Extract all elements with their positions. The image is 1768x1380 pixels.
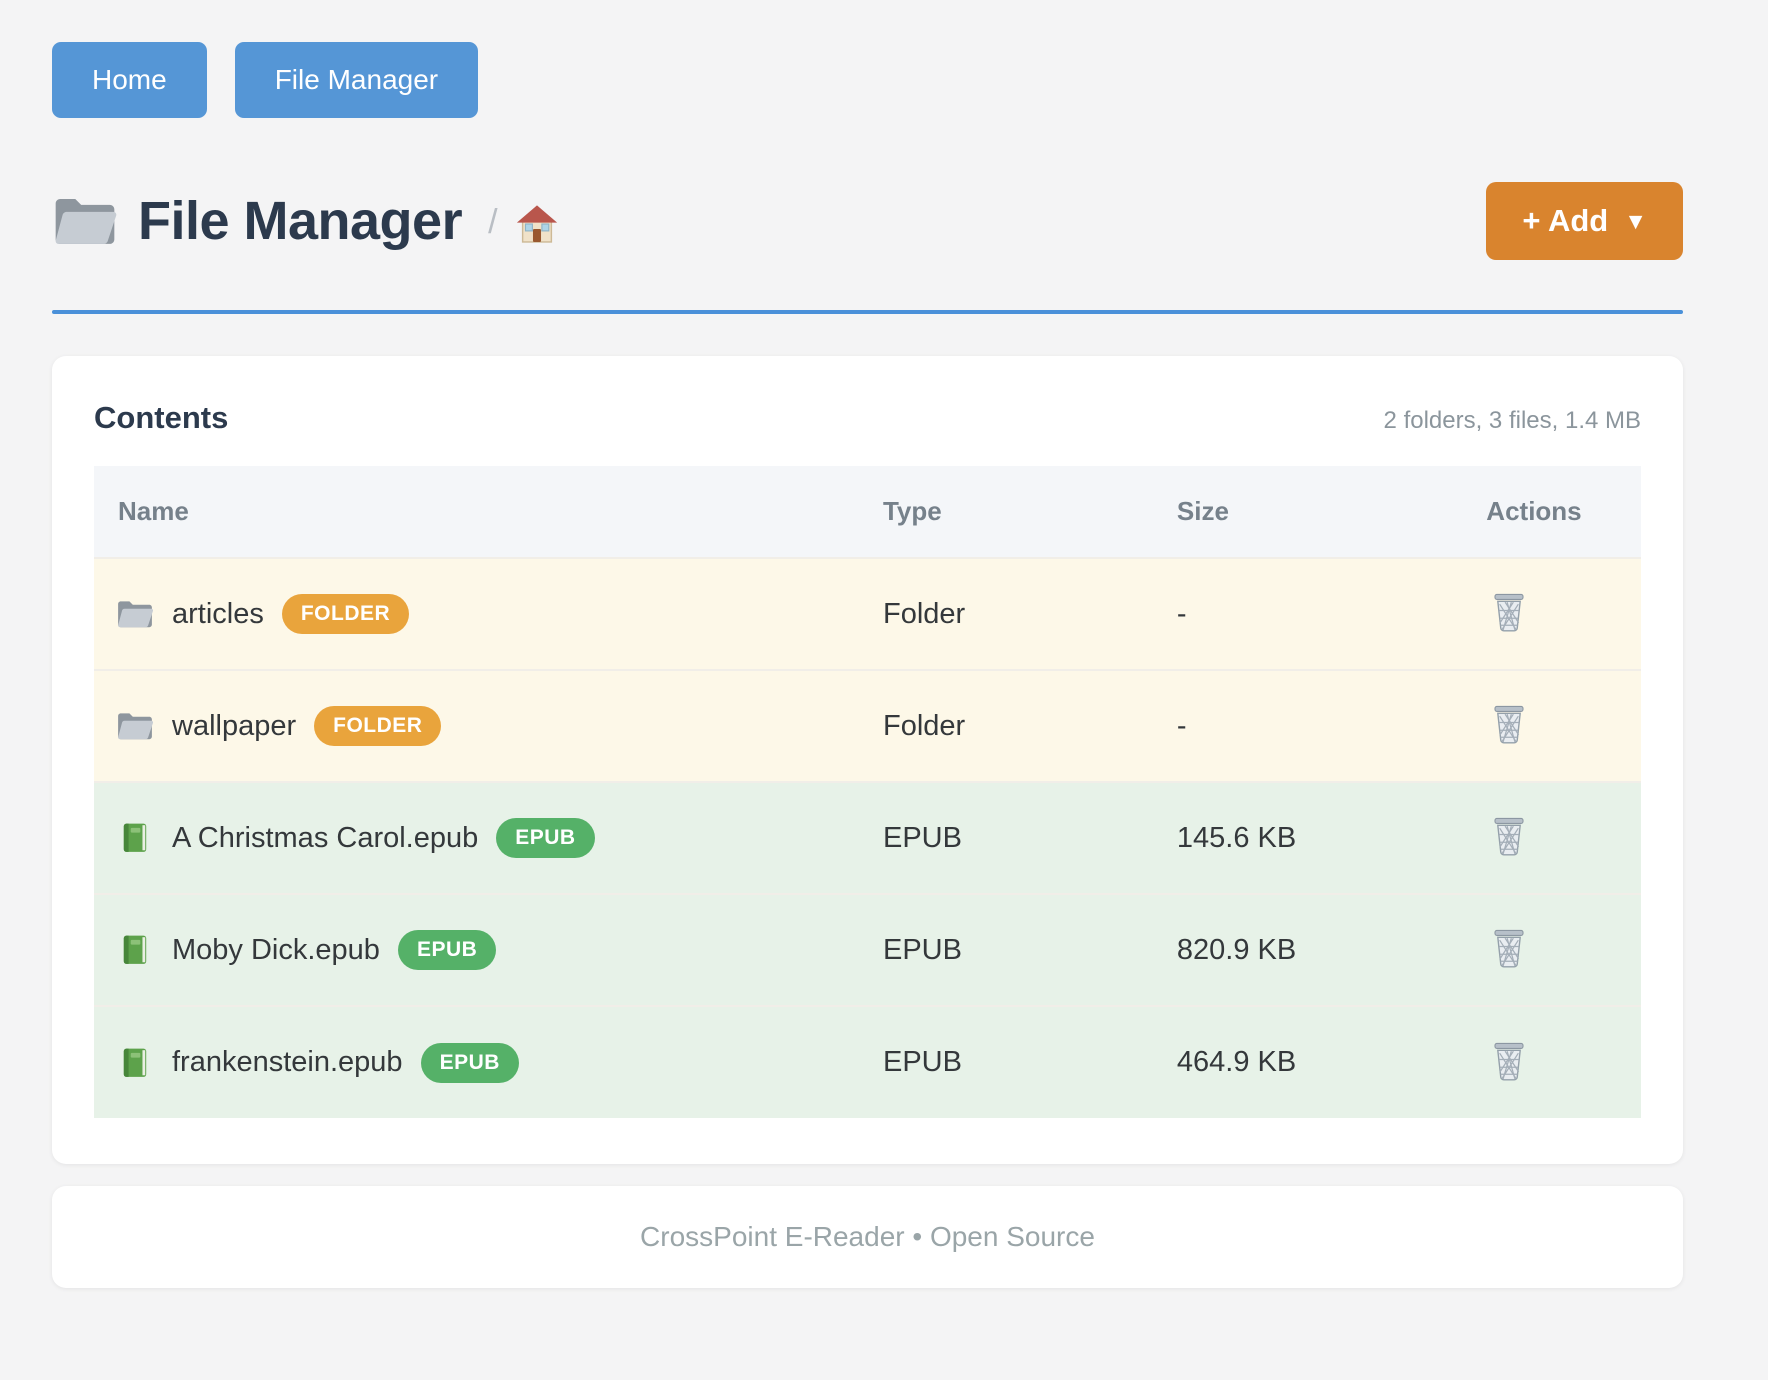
folder-icon: [52, 193, 118, 249]
table-row: articles FOLDER Folder -: [94, 558, 1641, 670]
page-title: File Manager: [138, 191, 463, 251]
size-cell: 820.9 KB: [1176, 933, 1297, 966]
type-cell: EPUB: [882, 1046, 962, 1078]
breadcrumb: /: [488, 202, 559, 252]
folder-icon: [116, 710, 154, 742]
size-cell: -: [1176, 597, 1187, 630]
file-manager-nav-button[interactable]: File Manager: [234, 42, 479, 118]
trash-icon: [1490, 927, 1528, 969]
footer-text: CrossPoint E-Reader • Open Source: [640, 1221, 1095, 1252]
book-icon: [116, 822, 154, 854]
column-header-type: Type: [882, 496, 942, 526]
trash-icon: [1490, 703, 1528, 745]
file-name-link[interactable]: wallpaper: [172, 709, 297, 742]
file-name-link[interactable]: articles: [172, 597, 264, 630]
header-divider: [52, 310, 1683, 314]
contents-card-header: Contents 2 folders, 3 files, 1.4 MB: [94, 400, 1641, 436]
epub-badge: EPUB: [496, 818, 595, 858]
contents-title: Contents: [94, 400, 229, 435]
type-cell: EPUB: [882, 821, 962, 854]
column-header-size: Size: [1176, 496, 1229, 526]
book-icon: [116, 934, 154, 966]
file-name-link[interactable]: A Christmas Carol.epub: [172, 821, 479, 854]
size-cell: 464.9 KB: [1176, 1046, 1297, 1078]
table-row: wallpaper FOLDER Folder -: [94, 670, 1641, 782]
file-name-link[interactable]: Moby Dick.epub: [172, 933, 380, 966]
home-nav-button[interactable]: Home: [52, 42, 207, 118]
top-nav: Home File Manager: [52, 42, 1683, 118]
delete-button[interactable]: [1486, 1036, 1532, 1086]
column-header-name: Name: [118, 496, 189, 526]
trash-icon: [1490, 591, 1528, 633]
epub-badge: EPUB: [420, 1042, 519, 1083]
folder-badge: FOLDER: [314, 706, 442, 746]
file-table: Name Type Size Actions articles FOLDER F…: [94, 466, 1641, 1118]
delete-button[interactable]: [1486, 923, 1532, 973]
contents-summary: 2 folders, 3 files, 1.4 MB: [1383, 407, 1641, 434]
size-cell: -: [1176, 709, 1187, 742]
chevron-down-icon: ▼: [1624, 207, 1647, 234]
contents-card: Contents 2 folders, 3 files, 1.4 MB Name…: [52, 356, 1683, 1164]
file-name-link[interactable]: frankenstein.epub: [172, 1046, 403, 1078]
add-button-label: + Add: [1522, 203, 1609, 238]
book-icon: [116, 1047, 154, 1079]
home-icon[interactable]: [514, 202, 560, 246]
add-button[interactable]: + Add ▼: [1486, 182, 1683, 260]
trash-icon: [1490, 1040, 1528, 1082]
delete-button[interactable]: [1486, 587, 1532, 637]
size-cell: 145.6 KB: [1176, 821, 1297, 854]
table-row: Moby Dick.epub EPUB EPUB 820.9 KB: [94, 894, 1641, 1006]
delete-button[interactable]: [1486, 699, 1532, 749]
table-row: frankenstein.epub EPUB EPUB 464.9 KB: [94, 1006, 1641, 1118]
trash-icon: [1490, 815, 1528, 857]
table-header-row: Name Type Size Actions: [94, 466, 1641, 558]
breadcrumb-separator: /: [488, 203, 498, 241]
type-cell: Folder: [882, 597, 966, 630]
epub-badge: EPUB: [397, 930, 497, 970]
delete-button[interactable]: [1486, 811, 1532, 861]
page-header: File Manager / + Add ▼: [52, 182, 1683, 260]
type-cell: Folder: [882, 709, 966, 742]
folder-icon: [116, 598, 154, 630]
title-group: File Manager /: [52, 190, 560, 252]
table-row: A Christmas Carol.epub EPUB EPUB 145.6 K…: [94, 782, 1641, 894]
type-cell: EPUB: [882, 933, 962, 966]
file-manager-page: Home File Manager File Manager / + Add ▼…: [52, 0, 1683, 1288]
footer-card: CrossPoint E-Reader • Open Source: [52, 1186, 1683, 1288]
folder-badge: FOLDER: [281, 594, 410, 634]
column-header-actions: Actions: [1486, 496, 1582, 526]
